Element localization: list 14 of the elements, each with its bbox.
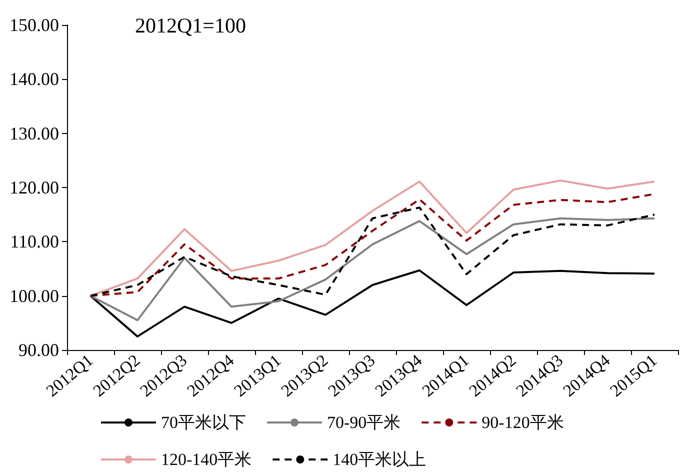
legend-label: 70-90平米	[327, 413, 401, 432]
legend-label: 70平米以下	[161, 413, 246, 432]
y-tick-label: 130.00	[10, 123, 59, 144]
y-tick-label: 110.00	[10, 232, 59, 252]
legend-label: 140平米以上	[332, 450, 426, 469]
legend-label: 120-140平米	[161, 450, 252, 469]
legend-label: 90-120平米	[482, 413, 564, 432]
y-tick-label: 120.00	[10, 178, 59, 198]
line-series	[90, 217, 656, 322]
y-tick-label: 90.00	[18, 340, 59, 360]
annotation: 2012Q1=100	[135, 14, 246, 38]
y-tick-label: 140.00	[10, 69, 59, 90]
y-tick-label: 100.00	[10, 286, 59, 306]
y-tick-label: 150.00	[10, 15, 59, 35]
